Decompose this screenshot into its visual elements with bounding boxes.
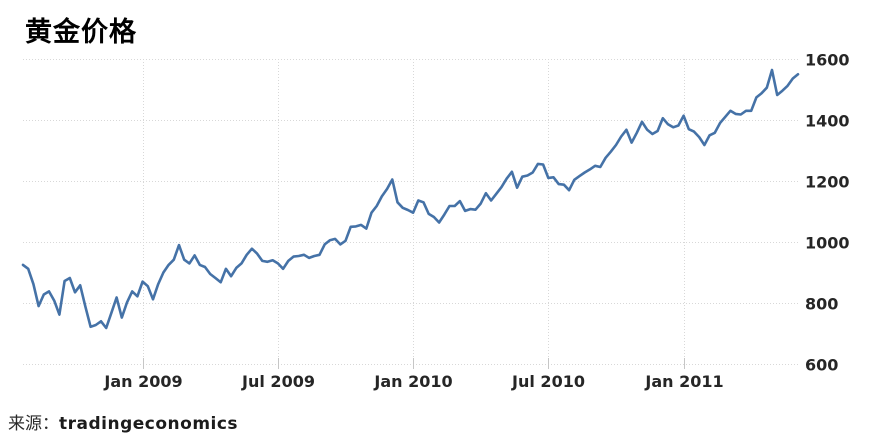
y-axis-label: 800 bbox=[805, 295, 838, 314]
y-axis-label: 1000 bbox=[805, 234, 850, 253]
page-title: 黄金价格 bbox=[25, 17, 137, 48]
x-axis-label: Jan 2011 bbox=[644, 372, 723, 391]
source-label: 来源： bbox=[8, 414, 59, 434]
source-line: 来源：tradingeconomics bbox=[8, 409, 238, 434]
source-name: tradingeconomics bbox=[59, 414, 239, 434]
price-line-series bbox=[21, 68, 800, 330]
y-axis-label: 600 bbox=[805, 356, 838, 375]
y-axis-label: 1400 bbox=[805, 112, 850, 131]
y-axis-label: 1200 bbox=[805, 173, 850, 192]
y-axis-label: 1600 bbox=[805, 51, 850, 70]
x-axis-label: Jan 2010 bbox=[373, 372, 452, 391]
x-axis-label: Jul 2009 bbox=[241, 372, 315, 391]
x-axis-label: Jan 2009 bbox=[103, 372, 182, 391]
x-axis-label: Jul 2010 bbox=[511, 372, 585, 391]
